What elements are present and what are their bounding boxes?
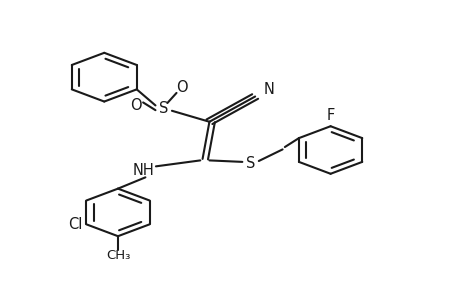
Text: CH₃: CH₃: [106, 249, 130, 262]
Text: O: O: [176, 80, 187, 95]
Text: S: S: [246, 156, 255, 171]
Text: S: S: [159, 101, 168, 116]
Text: F: F: [326, 108, 334, 123]
Text: N: N: [263, 82, 274, 97]
Text: Cl: Cl: [67, 217, 82, 232]
Text: O: O: [130, 98, 142, 113]
Text: NH: NH: [132, 163, 154, 178]
